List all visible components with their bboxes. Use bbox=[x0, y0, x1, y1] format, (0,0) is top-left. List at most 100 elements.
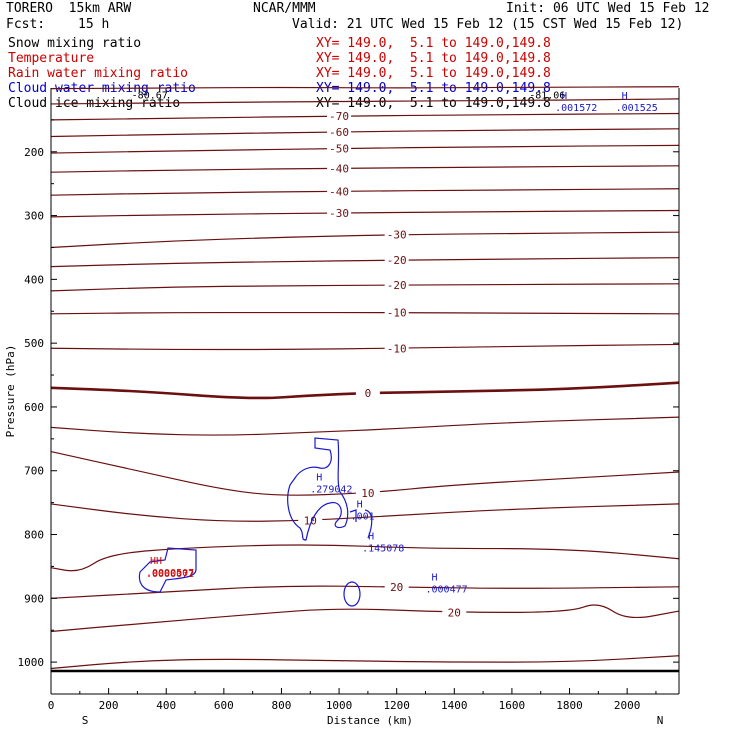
cloud-water-max-marker: H bbox=[316, 473, 322, 484]
cloud-water-contour-main bbox=[287, 437, 349, 541]
y-tick-label: 300 bbox=[24, 210, 44, 223]
x-tick-label: 1000 bbox=[326, 699, 353, 712]
isotherm-line bbox=[50, 343, 680, 351]
isotherm-line bbox=[50, 544, 680, 572]
isotherm-line bbox=[50, 416, 680, 436]
isotherm-label-bg bbox=[442, 606, 467, 619]
isotherm-line bbox=[50, 311, 680, 315]
isotherm-label: -40 bbox=[329, 162, 349, 175]
rain-max-marker: H bbox=[150, 556, 156, 567]
isotherm-label-bg bbox=[355, 386, 380, 399]
y-tick-label: 800 bbox=[24, 529, 44, 542]
isotherm-label-bg bbox=[327, 126, 352, 139]
init-time: Init: 06 UTC Wed 15 Feb 12 bbox=[506, 1, 710, 16]
y-tick-label: 200 bbox=[24, 146, 44, 159]
y-tick-label: 400 bbox=[24, 273, 44, 286]
cloud-water-max-marker: H bbox=[431, 573, 437, 584]
legend-snow: Snow mixing ratio bbox=[8, 36, 142, 51]
isotherm-label-bg bbox=[384, 228, 409, 241]
maxima-labels: H.279042H.001H.145078H.000477H.001572H.0… bbox=[132, 90, 658, 595]
isotherm-label-bg bbox=[298, 514, 323, 527]
isotherm-label-bg bbox=[327, 207, 352, 220]
legend-rain-xy: XY= 149.0, 5.1 to 149.0,149.8 bbox=[316, 66, 551, 81]
x-endpoint-south: S bbox=[82, 714, 89, 727]
y-tick-label: 900 bbox=[24, 592, 44, 605]
cloud-water-contour-small bbox=[343, 581, 361, 607]
cloud-water-max-value: .001 bbox=[351, 511, 375, 522]
isotherm-line bbox=[50, 283, 680, 292]
axes: 200 300 400 500 600 700 800 900 1000 0 200 400 600 80… bbox=[4, 119, 679, 727]
cloud-water-max-value: .000477 bbox=[425, 585, 467, 596]
x-tick-label: 400 bbox=[156, 699, 176, 712]
isotherm-label: -70 bbox=[329, 110, 349, 123]
fcst-label: Fcst: bbox=[6, 17, 46, 32]
temperature-isotherms: -70-60-50-40-40-30-30-20-20-10-100101020… bbox=[50, 86, 680, 670]
x-axis-label: Distance (km) bbox=[327, 714, 413, 727]
isotherm-line bbox=[50, 604, 680, 633]
legend-temperature: Temperature bbox=[8, 51, 95, 66]
cloud-water-max-marker: H bbox=[368, 531, 374, 542]
legend-snow-xy: XY= 149.0, 5.1 to 149.0,149.8 bbox=[316, 36, 551, 51]
isotherm-line bbox=[50, 503, 680, 522]
cloud-water-max-marker: H bbox=[357, 499, 363, 510]
cloud-water-max-value: .279042 bbox=[310, 485, 352, 496]
isotherm-label-bg bbox=[327, 162, 352, 175]
plot-frame bbox=[50, 88, 680, 695]
cloud-water-contour-east bbox=[349, 509, 373, 539]
x-tick-label: 200 bbox=[99, 699, 119, 712]
isotherm-line bbox=[50, 257, 680, 268]
x-tick-label: 1800 bbox=[556, 699, 583, 712]
valid-time: Valid: 21 UTC Wed 15 Feb 12 (15 CST Wed … bbox=[292, 17, 684, 32]
isotherm-label-bg bbox=[384, 254, 409, 267]
x-endpoint-north: N bbox=[657, 714, 664, 727]
isotherm-line bbox=[50, 128, 680, 138]
cloud-water-max-marker: H bbox=[561, 91, 567, 102]
y-tick-label: 500 bbox=[24, 337, 44, 350]
x-tick-label: 1200 bbox=[383, 699, 410, 712]
cloud-water-contour-west bbox=[138, 547, 197, 593]
isotherm-line bbox=[50, 98, 680, 105]
y-axis-label: Pressure (hPa) bbox=[4, 345, 17, 438]
fcst-value: 15 h bbox=[78, 17, 110, 32]
legend-cloud-water-xy: XY= 149.0, 5.1 to 149.0,149.8 bbox=[316, 81, 551, 96]
isotherm-label: -10 bbox=[387, 342, 407, 355]
isotherm-line bbox=[50, 381, 680, 400]
rain-max-value: .0000072 bbox=[146, 569, 194, 580]
x-tick-label: 0 bbox=[48, 699, 55, 712]
center-name: NCAR/MMM bbox=[253, 1, 316, 16]
legend-temperature-xy: XY= 149.0, 5.1 to 149.0,149.8 bbox=[316, 51, 551, 66]
y-tick-label: 1000 bbox=[18, 656, 45, 669]
y-tick-label: 700 bbox=[24, 465, 44, 478]
isotherm-line bbox=[50, 231, 680, 249]
y-tick-label: 600 bbox=[24, 401, 44, 414]
isotherm-line bbox=[50, 112, 680, 121]
isotherm-label-bg bbox=[327, 110, 352, 123]
isotherm-label: -20 bbox=[387, 254, 407, 267]
x-tick-label: 1400 bbox=[441, 699, 468, 712]
isotherm-label: -50 bbox=[329, 143, 349, 156]
cloud-water-max-value: .001525 bbox=[616, 103, 658, 114]
x-tick-label: 2000 bbox=[614, 699, 641, 712]
legend-rain: Rain water mixing ratio bbox=[8, 66, 189, 81]
isotherm-line bbox=[50, 655, 680, 670]
isotherm-label-bg bbox=[355, 487, 380, 500]
x-tick-label: 1600 bbox=[499, 699, 526, 712]
cloud-water-contours bbox=[138, 437, 373, 607]
rain-max-value: .0000507 bbox=[146, 568, 194, 579]
x-tick-label: 800 bbox=[272, 699, 292, 712]
upper-level-label: -80.67 bbox=[132, 90, 168, 101]
cloud-water-max-value: .001572 bbox=[555, 103, 597, 114]
isotherm-line bbox=[50, 209, 680, 218]
isotherm-label: -30 bbox=[387, 229, 407, 242]
isotherm-label-bg bbox=[384, 306, 409, 319]
upper-level-label: -81.06 bbox=[529, 90, 565, 101]
isotherm-label-bg bbox=[327, 142, 352, 155]
isotherm-label-bg bbox=[384, 580, 409, 593]
isotherm-line bbox=[50, 451, 680, 496]
model-name: TORERO 15km ARW bbox=[6, 1, 132, 16]
cloud-water-max-marker: H bbox=[622, 91, 628, 102]
x-tick-label: 600 bbox=[214, 699, 234, 712]
isotherm-label: -20 bbox=[387, 279, 407, 292]
isotherm-label: 0 bbox=[365, 387, 372, 400]
